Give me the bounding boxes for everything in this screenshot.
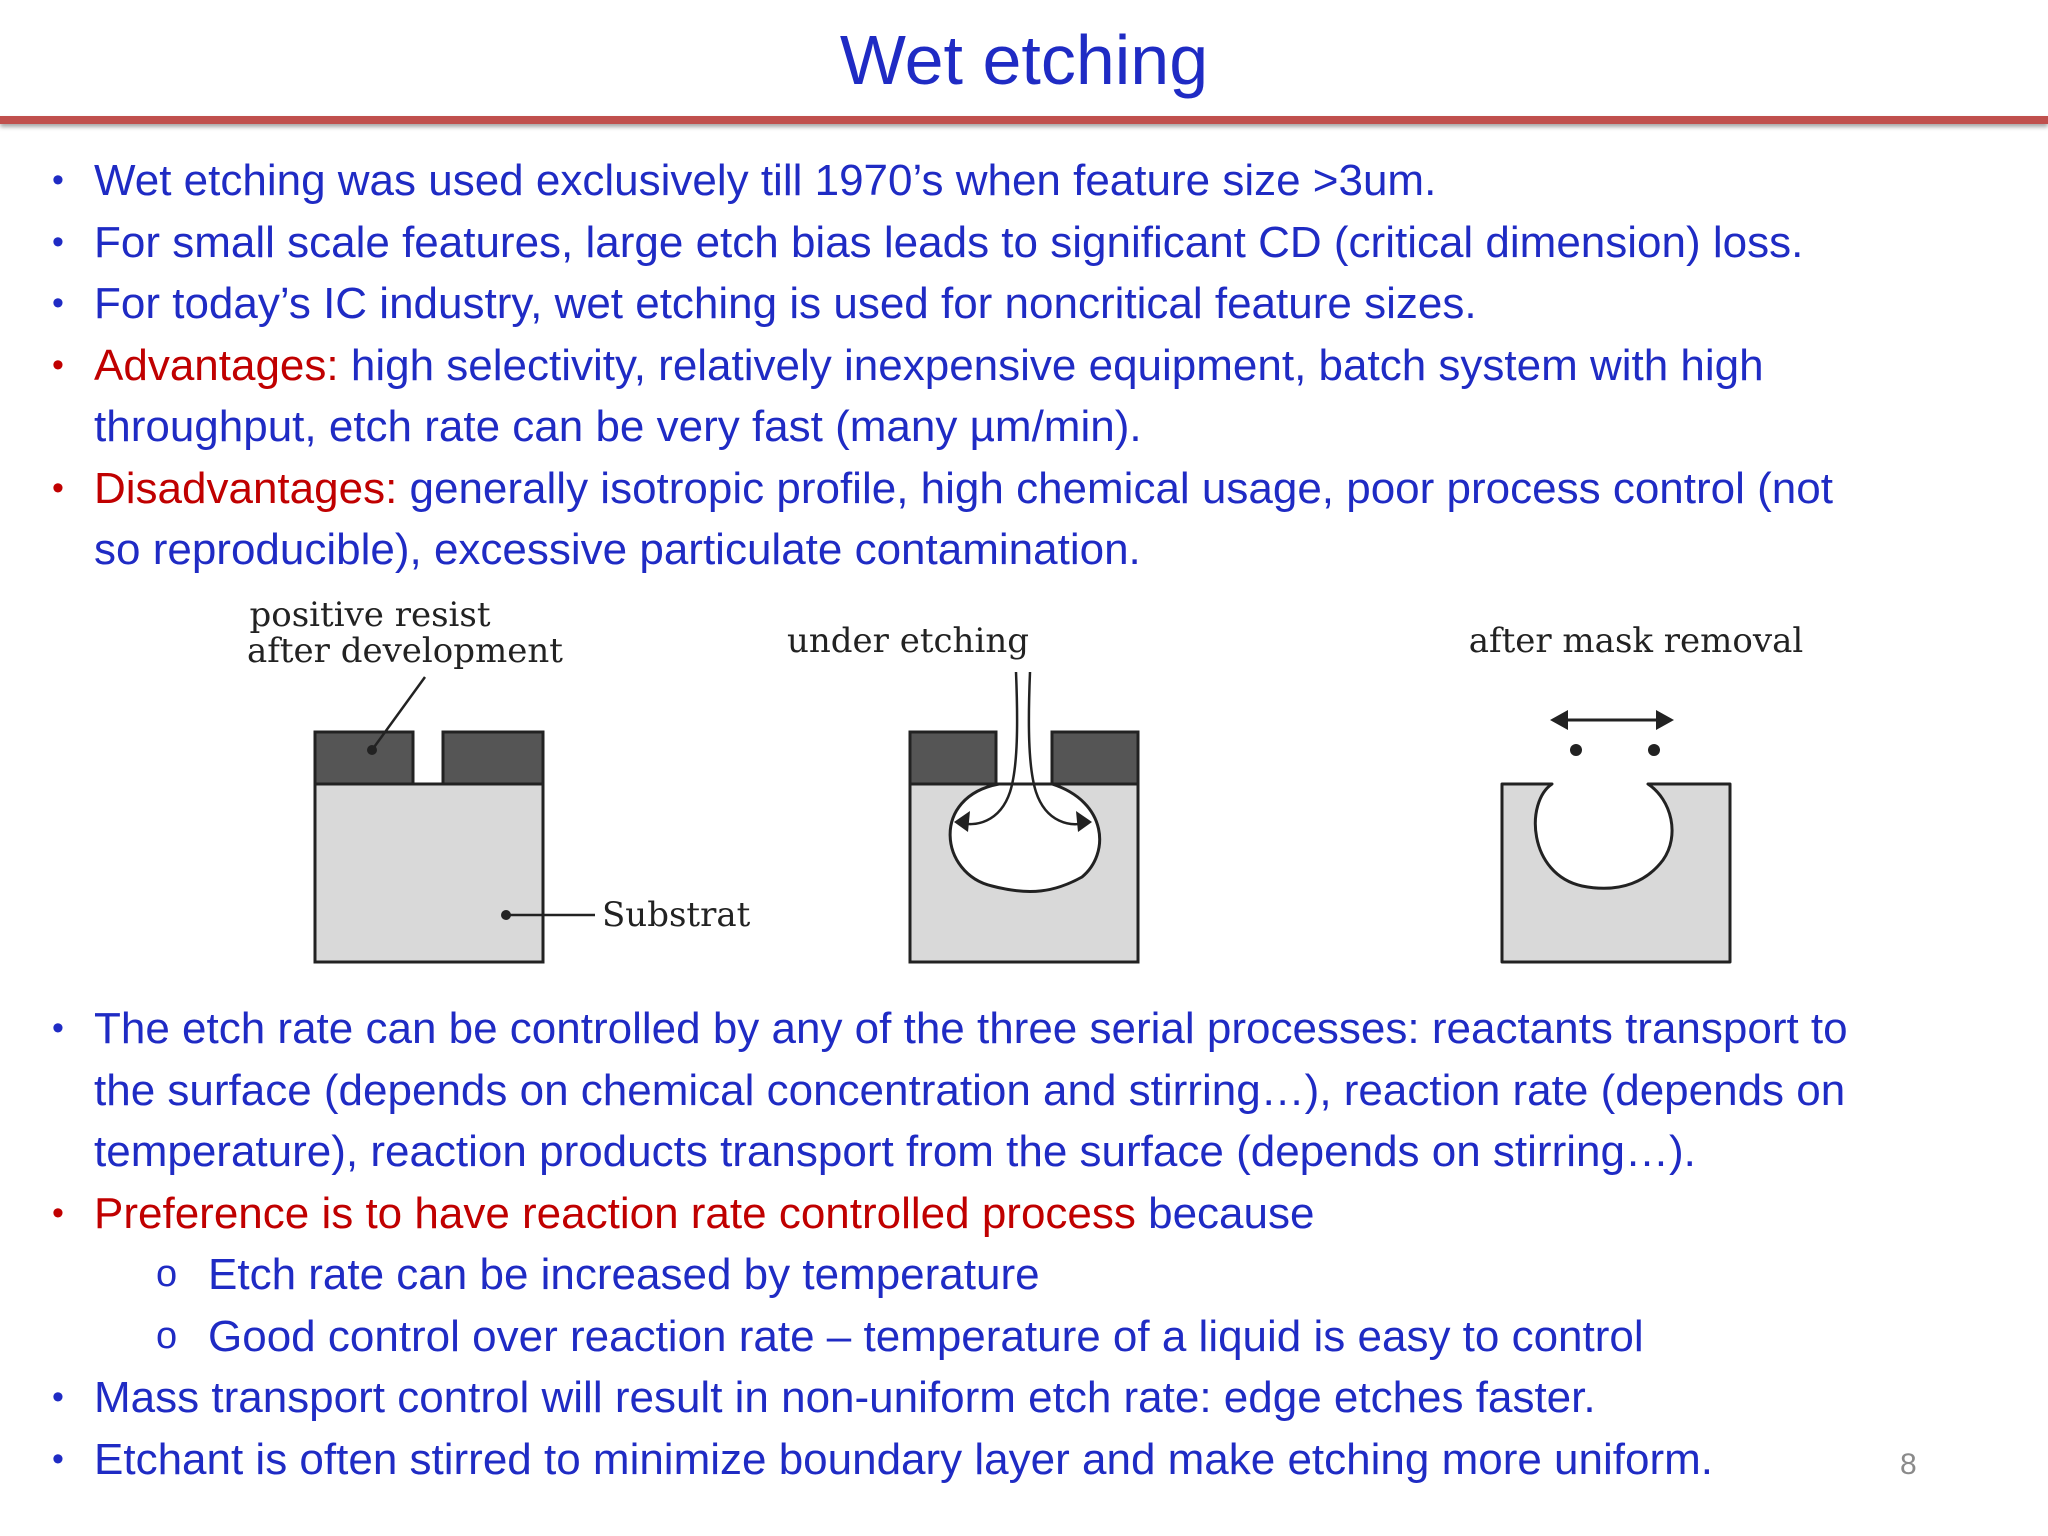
substrate-pointer-dot <box>501 910 511 920</box>
bullet-icon: • <box>52 468 64 507</box>
bullet-text: For small scale features, large etch bia… <box>94 217 1804 267</box>
label-after-mask: after mask removal <box>1469 621 1804 661</box>
bullet-icon: • <box>52 1439 64 1478</box>
bullet-text: because <box>1135 1188 1315 1238</box>
title-divider <box>0 116 2048 124</box>
sub-bullet-text: Good control over reaction rate – temper… <box>208 1311 1644 1361</box>
mask-left <box>908 730 998 786</box>
resist-pointer-line <box>370 676 427 751</box>
sub-bullet-text: Etch rate can be increased by temperatur… <box>208 1250 1040 1299</box>
bullet-text-continued: so reproducible), excessive particulate … <box>94 525 1141 574</box>
bullet-text-continued: the surface (depends on chemical concent… <box>94 1065 1846 1115</box>
bias-arrowhead-right-icon <box>1656 710 1674 730</box>
page-number: 8 <box>1900 1448 1917 1481</box>
label-substrate: Substrat <box>602 895 751 935</box>
etchant-flow-left <box>957 671 1019 826</box>
mask-right <box>1050 730 1140 786</box>
bias-arrowhead-left-icon <box>1550 710 1568 730</box>
sub-bullet-item: o Etch rate can be increased by temperat… <box>0 1244 2048 1306</box>
label-under-etching: under etching <box>787 621 1029 661</box>
bullet-icon: • <box>52 345 64 384</box>
panel-after-mask-removal: after mask removal <box>1469 621 1804 964</box>
disadvantages-label: Disadvantages: <box>94 463 398 513</box>
bullet-item: • For today’s IC industry, wet etching i… <box>0 273 2048 335</box>
bullet-icon: • <box>52 1378 64 1416</box>
mask-edge-dot-right <box>1648 744 1660 756</box>
resist-right <box>441 730 545 786</box>
label-resist-line1: positive resist <box>249 595 490 635</box>
advantages-label: Advantages: <box>94 340 339 390</box>
bullet-icon: • <box>52 284 64 322</box>
bullet-list-top: • Wet etching was used exclusively till … <box>0 150 2048 581</box>
bullet-list-bottom: • The etch rate can be controlled by any… <box>0 998 2048 1490</box>
panel-under-etching: under etching <box>787 621 1140 964</box>
arrowhead-right-icon <box>1076 811 1092 832</box>
bullet-icon: • <box>52 222 64 261</box>
bullet-icon: • <box>52 1193 64 1232</box>
etched-substrate <box>1500 782 1732 964</box>
bullet-icon: • <box>52 1009 64 1047</box>
bullet-text: Wet etching was used exclusively till 19… <box>94 156 1437 205</box>
bullet-text: high selectivity, relatively inexpensive… <box>338 340 1764 390</box>
arrowhead-left-icon <box>954 811 970 832</box>
substrate-block <box>313 782 545 964</box>
bullet-text: The etch rate can be controlled by any o… <box>94 1004 1848 1053</box>
bullet-text-continued: temperature), reaction products transpor… <box>94 1127 1696 1176</box>
bullet-icon: • <box>52 161 64 199</box>
preference-text: Preference is to have reaction rate cont… <box>94 1188 1136 1238</box>
bullet-text: Mass transport control will result in no… <box>94 1373 1596 1422</box>
slide-title: Wet etching <box>839 21 1209 99</box>
bullet-item: • Mass transport control will result in … <box>0 1367 2048 1429</box>
wet-etching-diagram: positive resist after development Substr… <box>240 592 1820 982</box>
sub-bullet-item: o Good control over reaction rate – temp… <box>0 1306 2048 1368</box>
bullet-item: • The etch rate can be controlled by any… <box>0 998 2048 1183</box>
mask-edge-dot-left <box>1570 744 1582 756</box>
bullet-text: Etchant is often stirred to minimize bou… <box>94 1434 1713 1484</box>
label-resist-line2: after development <box>247 631 563 671</box>
bullet-text: generally isotropic profile, high chemic… <box>397 463 1833 513</box>
resist-pointer-dot <box>367 745 377 755</box>
bullet-text-continued: throughput, etch rate can be very fast (… <box>94 402 1142 451</box>
bullet-item: • For small scale features, large etch b… <box>0 212 2048 274</box>
isotropic-cavity <box>948 782 1102 893</box>
bullet-item: • Wet etching was used exclusively till … <box>0 150 2048 212</box>
bullet-item: • Etchant is often stirred to minimize b… <box>0 1429 2048 1491</box>
diagram-svg: positive resist after development Substr… <box>247 595 1804 964</box>
bullet-text: For today’s IC industry, wet etching is … <box>94 279 1477 328</box>
hollow-circle-bullet-icon: o <box>156 1253 178 1295</box>
panel-resist-development: positive resist after development Substr… <box>247 595 751 964</box>
bullet-item-preference: • Preference is to have reaction rate co… <box>0 1183 2048 1245</box>
hollow-circle-bullet-icon: o <box>156 1314 178 1357</box>
etchant-flow-right <box>1027 671 1089 826</box>
resist-left <box>313 730 415 786</box>
bullet-item-disadvantages: • Disadvantages: generally isotropic pro… <box>0 458 2048 581</box>
bullet-item-advantages: • Advantages: high selectivity, relative… <box>0 335 2048 458</box>
